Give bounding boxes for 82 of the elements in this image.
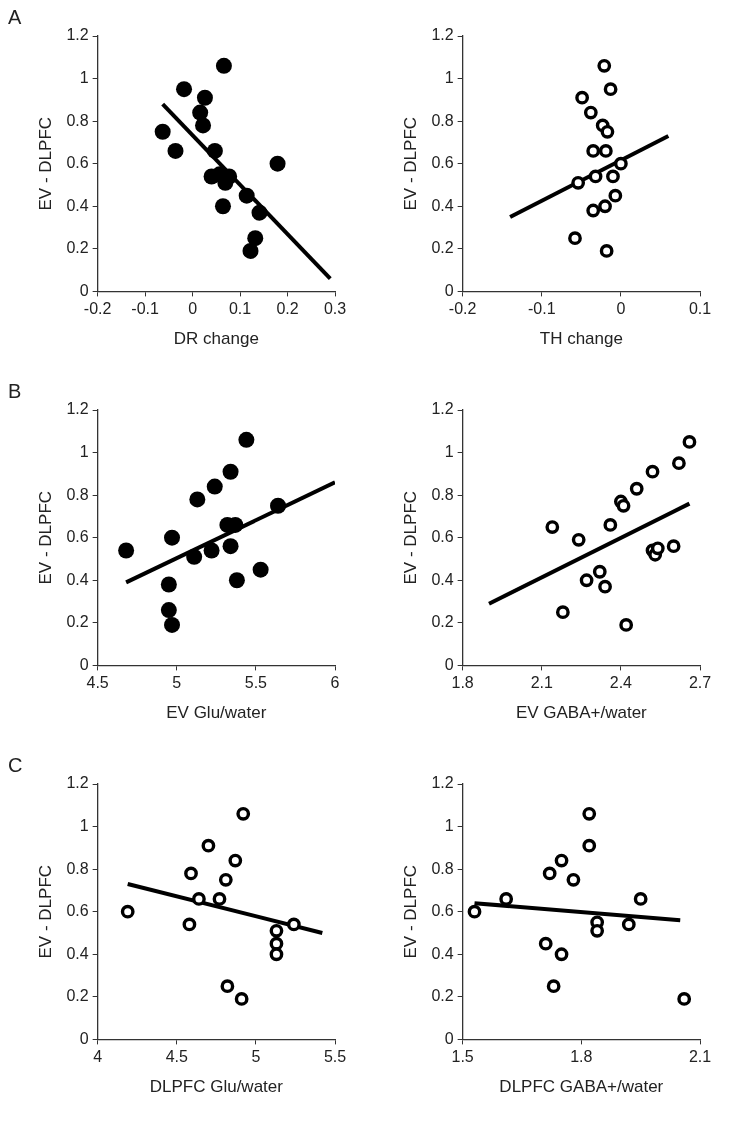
y-tick-label: 1.2 bbox=[431, 774, 454, 792]
y-axis-title: EV - DLPFC bbox=[400, 490, 420, 585]
x-tick-label: 5 bbox=[172, 674, 182, 692]
y-axis-title: EV - DLPFC bbox=[35, 490, 55, 585]
y-tick-label: 1.2 bbox=[431, 26, 454, 44]
text: A bbox=[8, 5, 22, 28]
y-tick-label: 1 bbox=[79, 68, 89, 86]
y-tick-label: 0.6 bbox=[66, 528, 89, 546]
y-tick-label: 0.6 bbox=[431, 154, 454, 172]
y-tick-label: 1.2 bbox=[431, 400, 454, 418]
x-tick-label: -0.1 bbox=[527, 300, 556, 318]
y-tick-label: 0.2 bbox=[431, 987, 454, 1005]
y-tick-label: 0.4 bbox=[431, 570, 454, 588]
x-tick-label: -0.1 bbox=[131, 300, 159, 318]
x-tick-label: -0.2 bbox=[448, 300, 477, 318]
x-tick-label: 4.5 bbox=[86, 674, 109, 692]
y-tick-label: 0.6 bbox=[431, 902, 454, 920]
y-tick-label: 0.4 bbox=[431, 196, 454, 214]
y-tick-label: 0.8 bbox=[66, 859, 89, 877]
x-tick-label: 1.5 bbox=[451, 1048, 474, 1066]
x-axis-title: DR change bbox=[173, 329, 259, 349]
x-tick-label: -0.2 bbox=[83, 300, 112, 318]
x-tick-label: 5.5 bbox=[323, 1048, 347, 1066]
y-tick-label: 0.2 bbox=[66, 987, 89, 1005]
y-tick-label: 0.4 bbox=[66, 570, 89, 588]
y-axis-title: EV - DLPFC bbox=[35, 116, 55, 211]
x-tick-label: 4.5 bbox=[165, 1048, 188, 1066]
y-tick-label: 1.2 bbox=[66, 774, 89, 792]
x-axis-title: DLPFC GABA+/water bbox=[499, 1077, 664, 1097]
y-tick-label: 1 bbox=[444, 68, 454, 86]
y-tick-label: 0.4 bbox=[66, 944, 89, 962]
y-tick-label: 1 bbox=[444, 442, 454, 460]
y-tick-label: 1 bbox=[79, 442, 89, 460]
text: B bbox=[8, 379, 22, 402]
y-tick-label: 1.2 bbox=[66, 26, 89, 44]
y-tick-label: 0.8 bbox=[431, 111, 454, 129]
x-tick-label: 0.1 bbox=[688, 300, 712, 318]
y-axis-title: EV - DLPFC bbox=[400, 116, 420, 211]
y-tick-label: 0 bbox=[79, 655, 89, 673]
x-tick-label: 0.3 bbox=[323, 300, 347, 318]
y-tick-label: 0.8 bbox=[431, 485, 454, 503]
x-axis-title: EV Glu/water bbox=[166, 703, 267, 723]
y-tick-label: 0.8 bbox=[431, 859, 454, 877]
x-tick-label: 2.4 bbox=[609, 674, 633, 692]
y-tick-label: 0 bbox=[444, 281, 454, 299]
y-tick-label: 0 bbox=[79, 1029, 89, 1047]
y-axis-title: EV - DLPFC bbox=[35, 864, 55, 959]
x-axis-title: EV GABA+/water bbox=[515, 703, 648, 723]
y-tick-label: 1 bbox=[79, 816, 89, 834]
x-tick-label: 4 bbox=[93, 1048, 103, 1066]
x-tick-label: 5 bbox=[251, 1048, 261, 1066]
x-axis-title: TH change bbox=[539, 329, 623, 349]
y-tick-label: 0.6 bbox=[66, 902, 89, 920]
y-tick-label: 0.2 bbox=[66, 239, 89, 257]
y-tick-label: 0.8 bbox=[66, 485, 89, 503]
y-tick-label: 0.2 bbox=[431, 239, 454, 257]
y-tick-label: 0.2 bbox=[66, 613, 89, 631]
x-tick-label: 5.5 bbox=[244, 674, 268, 692]
x-tick-label: 1.8 bbox=[451, 674, 474, 692]
y-tick-label: 1 bbox=[444, 816, 454, 834]
y-tick-label: 1.2 bbox=[66, 400, 89, 418]
y-axis-title: EV - DLPFC bbox=[400, 864, 420, 959]
x-axis-title: DLPFC Glu/water bbox=[149, 1077, 284, 1097]
text: C bbox=[8, 753, 23, 776]
x-tick-label: 2.1 bbox=[688, 1048, 712, 1066]
x-tick-label: 2.1 bbox=[530, 674, 553, 692]
x-tick-label: 6 bbox=[330, 674, 340, 692]
x-tick-label: 0 bbox=[188, 300, 198, 318]
x-tick-label: 1.8 bbox=[570, 1048, 593, 1066]
x-tick-label: 0 bbox=[616, 300, 626, 318]
y-tick-label: 0.4 bbox=[66, 196, 89, 214]
y-tick-label: 0.8 bbox=[66, 111, 89, 129]
y-tick-label: 0.2 bbox=[431, 613, 454, 631]
y-tick-label: 0.4 bbox=[431, 944, 454, 962]
y-tick-label: 0.6 bbox=[66, 154, 89, 172]
y-tick-label: 0 bbox=[79, 281, 89, 299]
y-tick-label: 0 bbox=[444, 655, 454, 673]
x-tick-label: 0.1 bbox=[228, 300, 252, 318]
x-tick-label: 2.7 bbox=[688, 674, 712, 692]
y-tick-label: 0 bbox=[444, 1029, 454, 1047]
y-tick-label: 0.6 bbox=[431, 528, 454, 546]
x-tick-label: 0.2 bbox=[276, 300, 299, 318]
